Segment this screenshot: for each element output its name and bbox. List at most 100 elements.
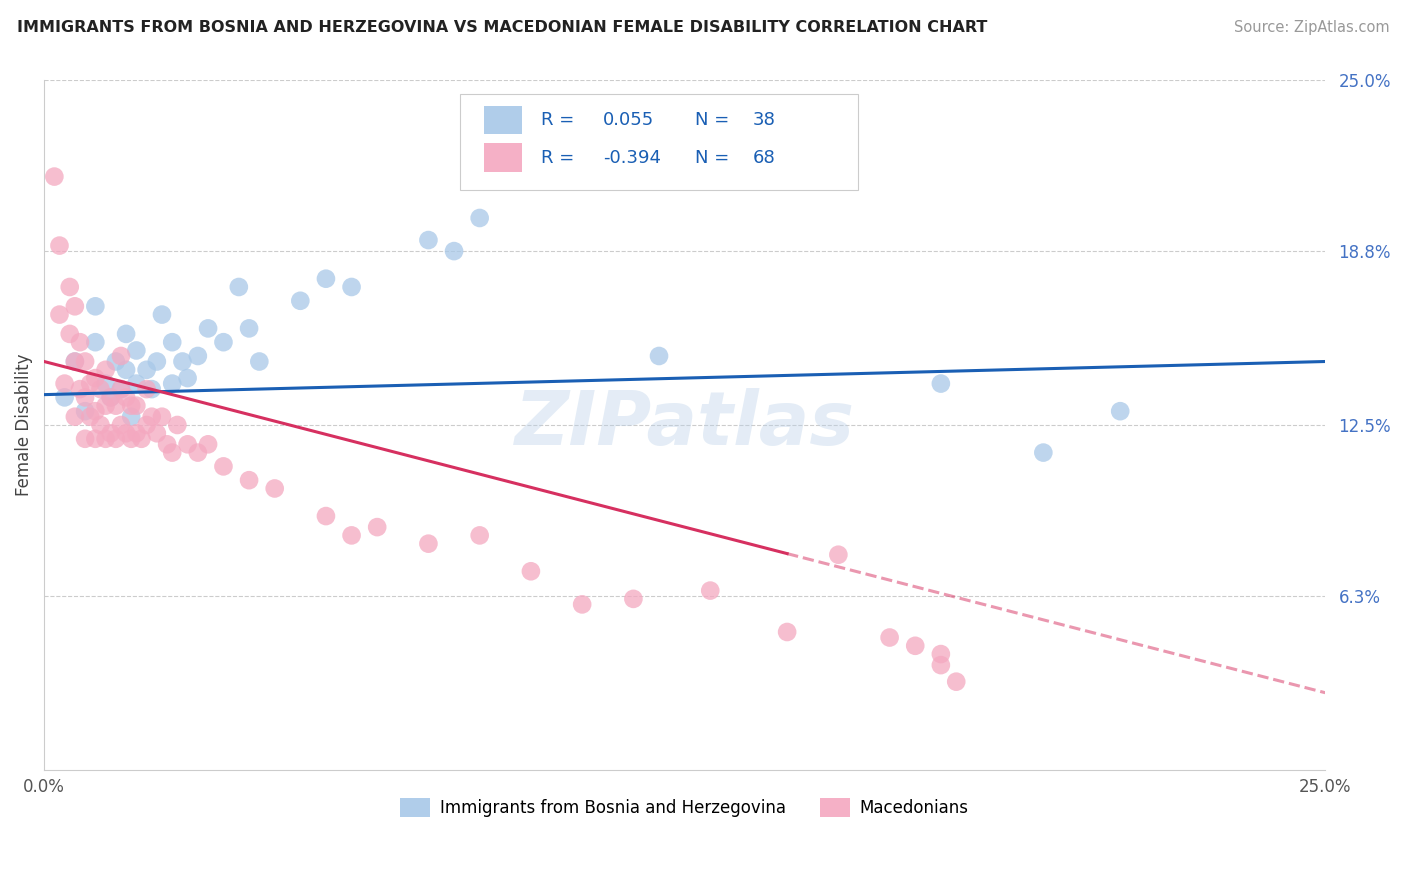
Point (120, 432, 142, 446)
Point (110, 382, 132, 396)
Point (776, 625, 799, 640)
Point (141, 409, 163, 424)
Point (468, 211, 491, 225)
Point (94, 376, 117, 391)
Point (48, 238, 70, 252)
Point (904, 639, 927, 653)
Point (623, 591, 645, 606)
Point (699, 583, 721, 598)
Point (75, 432, 97, 446)
Point (84, 335, 107, 350)
Point (75, 404, 97, 418)
Point (131, 432, 153, 446)
Point (125, 399, 148, 413)
Point (160, 445, 183, 459)
Point (187, 445, 209, 459)
Point (75, 391, 97, 405)
Text: ZIPatlas: ZIPatlas (515, 389, 855, 461)
Point (104, 432, 127, 446)
Point (115, 363, 138, 377)
Point (125, 426, 148, 441)
Point (929, 647, 952, 661)
Y-axis label: Female Disability: Female Disability (15, 354, 32, 496)
Text: IMMIGRANTS FROM BOSNIA AND HERZEGOVINA VS MACEDONIAN FEMALE DISABILITY CORRELATI: IMMIGRANTS FROM BOSNIA AND HERZEGOVINA V… (17, 20, 987, 35)
Text: 68: 68 (752, 149, 775, 167)
Text: Source: ZipAtlas.com: Source: ZipAtlas.com (1233, 20, 1389, 35)
Text: N =: N = (695, 111, 735, 129)
Point (879, 631, 901, 645)
Point (84, 371, 107, 385)
Point (290, 293, 312, 308)
Point (176, 437, 198, 451)
Point (187, 349, 209, 363)
Point (176, 371, 198, 385)
Point (44, 169, 66, 184)
Point (79, 376, 101, 391)
Point (166, 417, 188, 432)
Point (340, 280, 363, 294)
Point (247, 354, 270, 368)
Point (238, 473, 260, 487)
Point (135, 417, 157, 432)
Point (648, 349, 671, 363)
FancyBboxPatch shape (484, 144, 522, 172)
Point (110, 382, 132, 396)
Point (59, 280, 82, 294)
Point (150, 409, 173, 424)
FancyBboxPatch shape (484, 105, 522, 135)
Point (929, 376, 952, 391)
Point (945, 674, 967, 689)
Point (100, 391, 122, 405)
Point (172, 354, 194, 368)
Point (69, 382, 91, 396)
Point (135, 363, 157, 377)
Point (418, 233, 440, 247)
Point (340, 528, 363, 542)
Point (197, 437, 219, 451)
Point (89, 417, 111, 432)
Point (125, 343, 148, 358)
Text: R =: R = (541, 111, 581, 129)
Point (160, 335, 183, 350)
Point (104, 354, 127, 368)
Point (443, 244, 465, 259)
Text: 38: 38 (752, 111, 776, 129)
Point (115, 426, 138, 441)
Point (366, 520, 388, 534)
Point (89, 382, 111, 396)
Point (84, 432, 107, 446)
Point (100, 391, 122, 405)
Point (100, 426, 122, 441)
Point (79, 409, 101, 424)
Point (63, 354, 86, 368)
Point (84, 299, 107, 313)
FancyBboxPatch shape (460, 94, 858, 190)
Point (141, 382, 163, 396)
Point (150, 308, 173, 322)
Point (59, 326, 82, 341)
Point (94, 363, 117, 377)
Point (263, 482, 285, 496)
Point (104, 399, 127, 413)
Text: R =: R = (541, 149, 581, 167)
Point (84, 404, 107, 418)
Point (110, 417, 132, 432)
Point (929, 658, 952, 673)
Point (120, 399, 142, 413)
Point (125, 376, 148, 391)
Point (63, 354, 86, 368)
Point (110, 349, 132, 363)
Point (315, 509, 337, 524)
Point (160, 376, 183, 391)
Point (238, 321, 260, 335)
Legend: Immigrants from Bosnia and Herzegovina, Macedonians: Immigrants from Bosnia and Herzegovina, … (394, 791, 976, 824)
Point (197, 321, 219, 335)
Point (53, 391, 76, 405)
Text: N =: N = (695, 149, 735, 167)
Point (571, 598, 593, 612)
Point (53, 376, 76, 391)
Point (1032, 445, 1054, 459)
Point (468, 528, 491, 542)
Point (212, 335, 235, 350)
Point (212, 459, 235, 474)
